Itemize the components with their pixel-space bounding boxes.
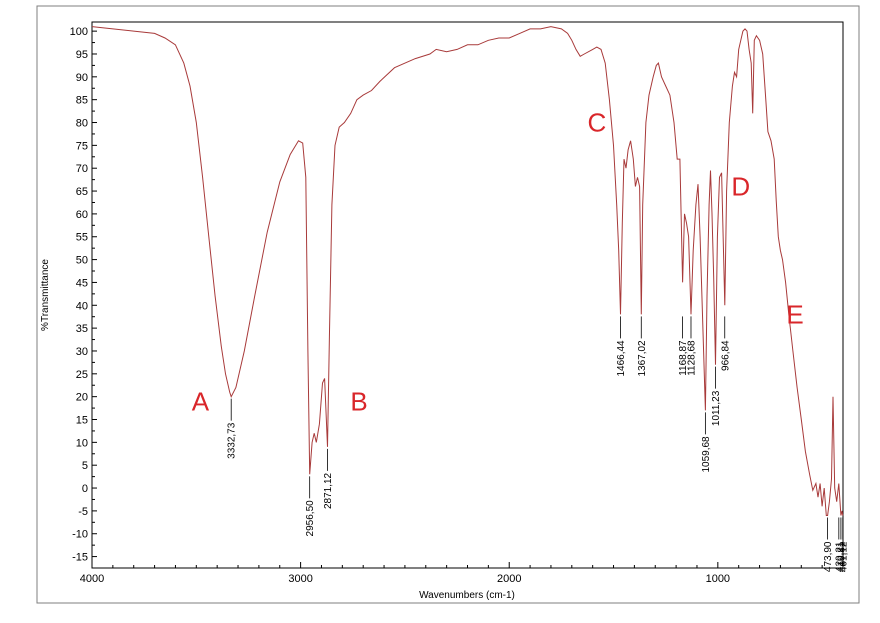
peak-label: 3332,73: [227, 422, 238, 459]
y-tick-label: -5: [78, 506, 88, 518]
y-tick-label: 10: [76, 437, 88, 449]
x-axis-label: Wavenumbers (cm-1): [419, 590, 515, 601]
peak-label: 1168,87: [678, 340, 689, 376]
y-tick-label: 15: [76, 415, 88, 427]
peak-label: 1059,68: [701, 436, 712, 473]
y-tick-label: 80: [76, 118, 88, 130]
y-axis-label: %Transmittance: [40, 259, 51, 331]
figure-border: [36, 5, 860, 604]
peak-label: 2956,50: [305, 500, 316, 537]
peak-label: 401,12: [838, 541, 849, 572]
region-label: B: [350, 386, 367, 416]
peak-label: 1128,68: [687, 340, 698, 376]
x-tick-label: 4000: [80, 573, 104, 585]
y-tick-label: -15: [72, 552, 88, 564]
peak-label: 2871,12: [323, 472, 334, 509]
y-tick-label: 95: [76, 49, 88, 61]
y-tick-label: 90: [76, 72, 88, 84]
y-tick-label: 60: [76, 209, 88, 221]
y-tick-label: 65: [76, 186, 88, 198]
x-tick-label: 1000: [706, 573, 730, 585]
y-tick-label: 25: [76, 369, 88, 381]
y-tick-label: 5: [82, 460, 88, 472]
y-tick-label: 40: [76, 300, 88, 312]
peak-labels: 3332,73 2956,50 2871,12 1466,44 1367,02 1168,…: [227, 316, 849, 572]
region-annotations: A B C D E: [192, 108, 804, 417]
peak-label: 1466,44: [616, 340, 627, 377]
y-tick-label: 85: [76, 95, 88, 107]
peak-label: 1011,23: [711, 390, 722, 426]
peak-label: 966,84: [720, 340, 731, 371]
y-tick-label: 0: [82, 483, 88, 495]
y-tick-label: 45: [76, 277, 88, 289]
y-tick-label: 50: [76, 255, 88, 267]
region-label: D: [731, 172, 750, 202]
x-tick-label: 3000: [288, 573, 312, 585]
plot-frame: [91, 21, 844, 569]
x-axis-ticks: 4000 3000 2000 1000: [80, 562, 823, 585]
peak-label: 410,81: [836, 541, 847, 572]
region-label: E: [786, 300, 803, 330]
y-tick-label: 30: [76, 346, 88, 358]
y-axis-ticks: 1009590858075706560555045403530252015105…: [70, 26, 97, 569]
peak-label: 420,21: [834, 541, 845, 572]
region-label: C: [587, 108, 606, 138]
y-tick-label: 75: [76, 140, 88, 152]
peak-label: 1367,02: [637, 340, 648, 377]
y-tick-label: -10: [72, 529, 88, 541]
spectrum-series-line: [91, 26, 844, 516]
y-tick-label: 70: [76, 163, 88, 175]
region-label: A: [192, 386, 210, 416]
peak-label: 473,90: [823, 541, 834, 572]
x-tick-label: 2000: [497, 573, 521, 585]
y-tick-label: 100: [70, 26, 88, 38]
y-tick-label: 20: [76, 392, 88, 404]
y-tick-label: 55: [76, 232, 88, 244]
y-tick-label: 35: [76, 323, 88, 335]
